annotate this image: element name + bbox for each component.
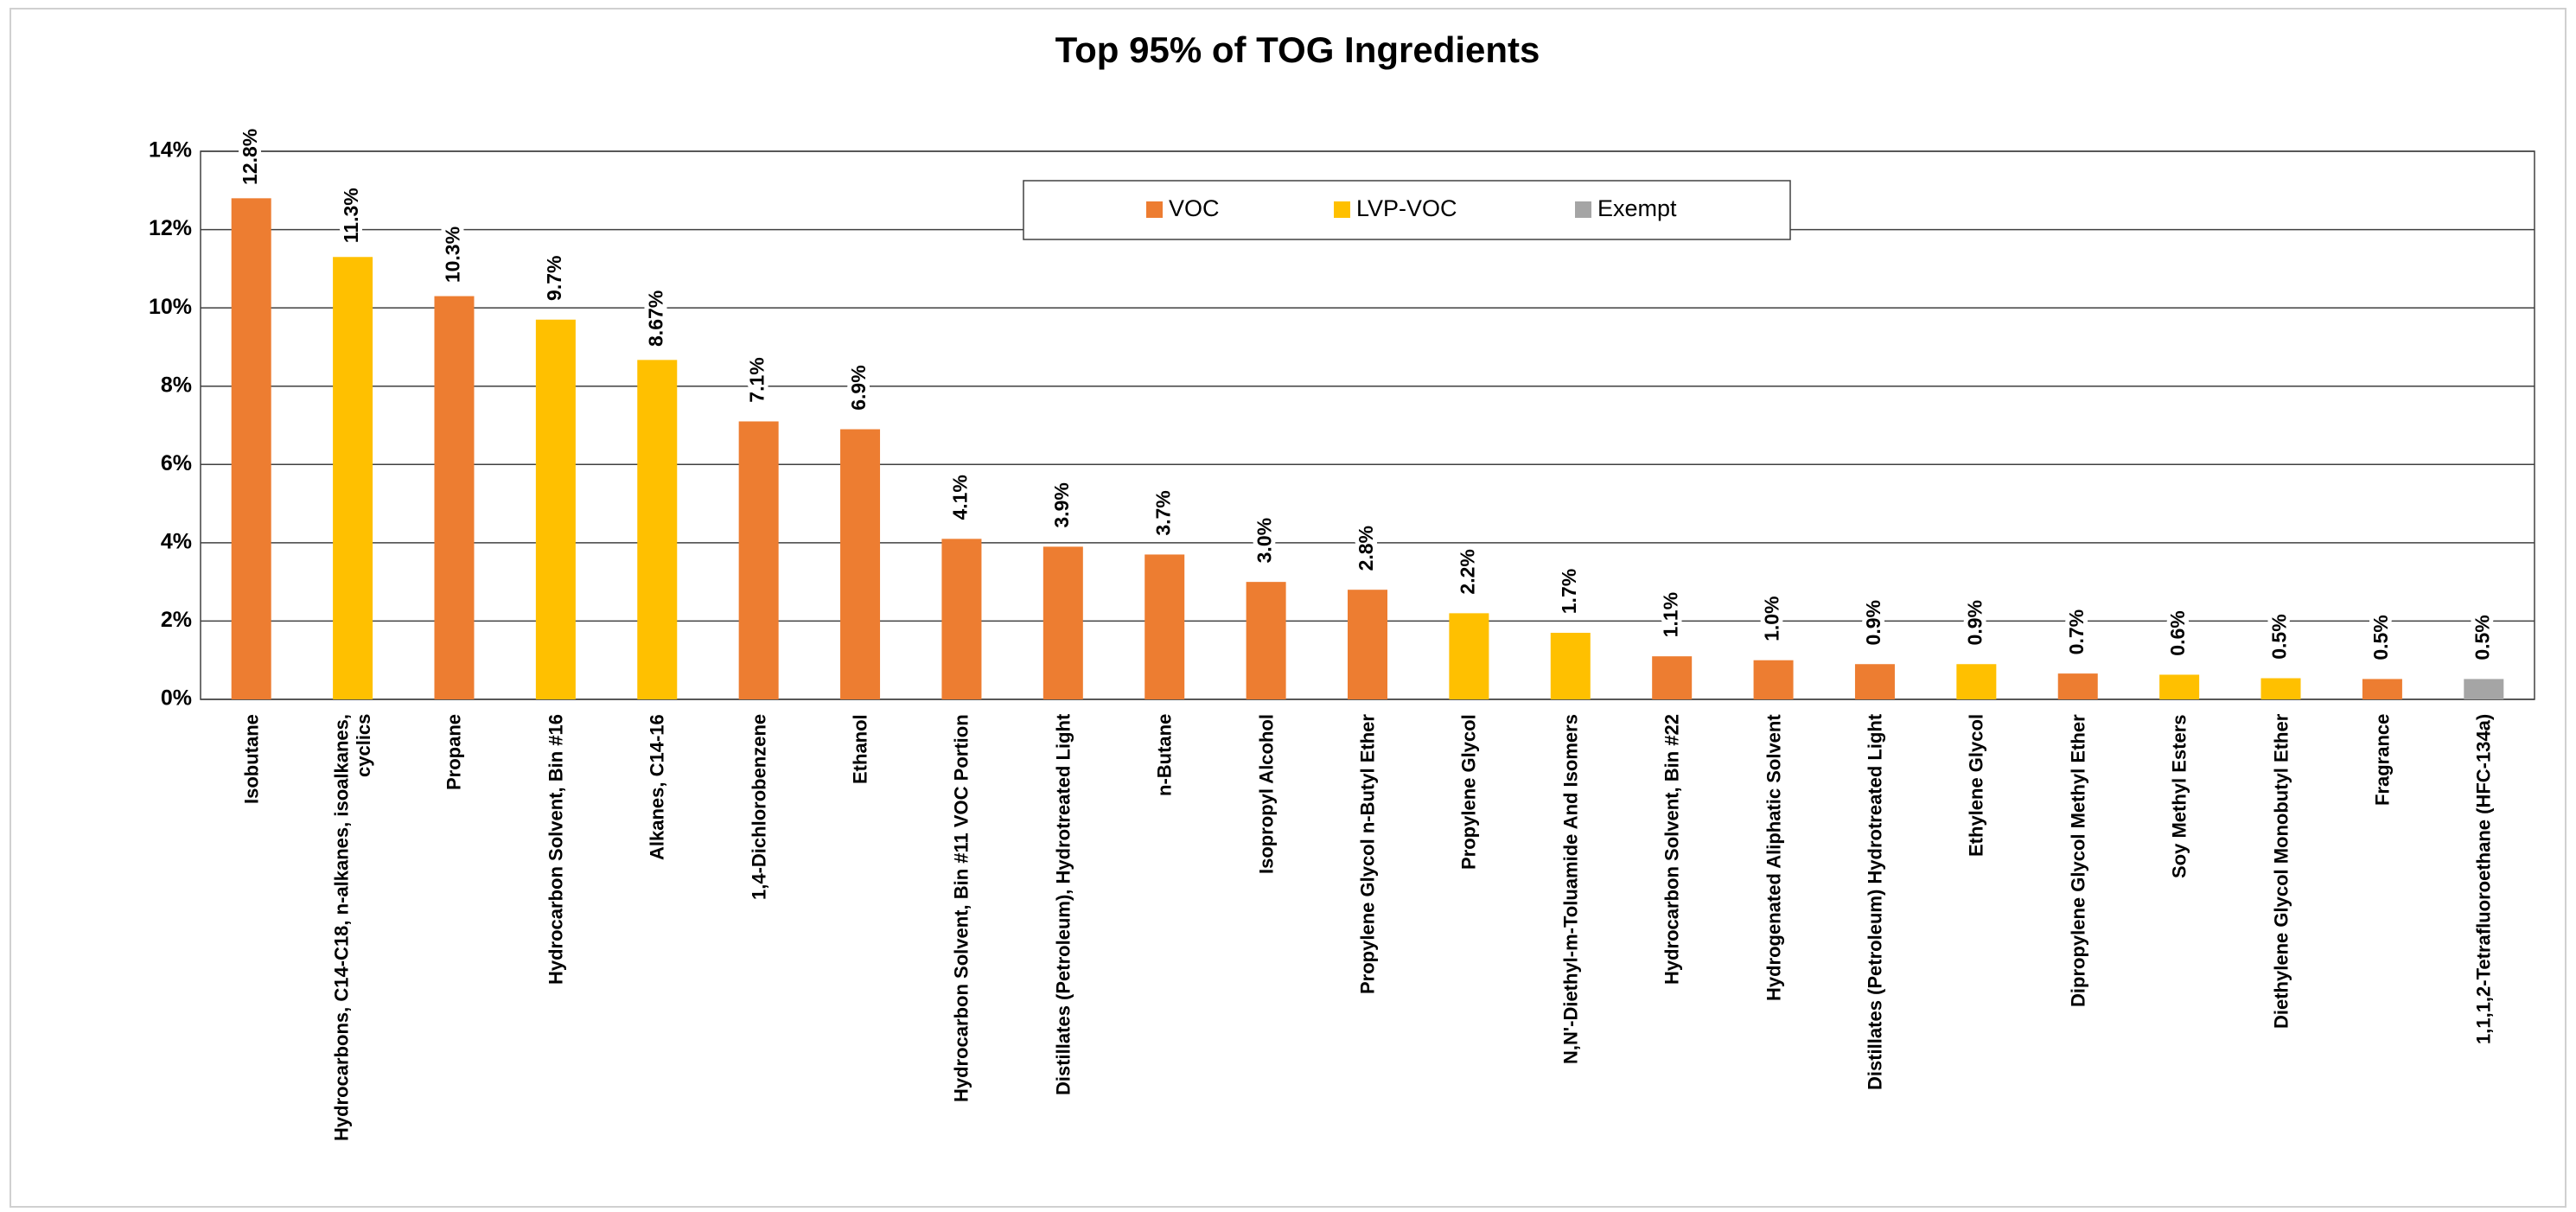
x-tick-label: Hydrocarbon Solvent, Bin #11 VOC Portion: [950, 714, 972, 1102]
data-label: 1.1%: [1659, 592, 1681, 637]
data-label: 0.5%: [2471, 615, 2493, 660]
bar: [1348, 590, 1387, 699]
data-label: 7.1%: [746, 357, 768, 402]
bar: [941, 539, 982, 699]
y-tick-label: 10%: [149, 295, 192, 319]
x-tick-label: Propylene Glycol n-Butyl Ether: [1356, 714, 1379, 994]
data-label: 2.2%: [1456, 549, 1478, 594]
bar: [434, 296, 475, 699]
data-label: 12.8%: [239, 129, 261, 185]
data-label: 0.7%: [2065, 609, 2088, 654]
data-label: 0.9%: [1862, 600, 1884, 645]
data-label: 3.9%: [1050, 482, 1073, 527]
y-tick-label: 8%: [161, 373, 192, 397]
data-label: 0.9%: [1963, 600, 1986, 645]
x-tick-label: Ethanol: [849, 714, 871, 784]
x-tick-label: N,N'-Diethyl-m-Toluamide And Isomers: [1559, 714, 1582, 1064]
data-label: 3.0%: [1253, 518, 1276, 563]
x-tick-label: 1,4-Dichlorobenzene: [747, 714, 769, 901]
x-tick-label: Isobutane: [240, 714, 263, 804]
bar: [1550, 633, 1591, 699]
bar: [535, 319, 576, 699]
y-tick-label: 6%: [161, 451, 192, 475]
data-label: 9.7%: [543, 256, 565, 301]
y-tick-label: 14%: [149, 138, 192, 163]
data-label: 0.5%: [2268, 614, 2291, 659]
data-label: 1.0%: [1761, 596, 1783, 641]
bar: [2159, 674, 2200, 699]
bar: [1043, 546, 1083, 699]
x-tick-label: Diethylene Glycol Monobutyl Ether: [2269, 714, 2292, 1030]
x-tick-label: Alkanes, C14-16: [646, 714, 668, 860]
x-tick-label: Isopropyl Alcohol: [1254, 714, 1277, 874]
x-tick-label: Distillates (Petroleum) Hydrotreated Lig…: [1864, 714, 1886, 1091]
y-tick-label: 0%: [161, 686, 192, 711]
bar: [1449, 613, 1489, 699]
bar: [1753, 660, 1794, 699]
legend-label: VOC: [1169, 195, 1220, 221]
bar: [2260, 678, 2301, 699]
bar: [2362, 679, 2402, 699]
x-tick-label: Hydrogenated Aliphatic Solvent: [1762, 714, 1784, 1001]
chart-border: [10, 8, 2566, 1208]
data-label: 3.7%: [1151, 490, 1174, 535]
bar: [2464, 679, 2504, 699]
data-label: 11.3%: [340, 188, 362, 243]
bar: [231, 198, 271, 700]
data-label: 0.6%: [2166, 610, 2189, 655]
bar: [738, 421, 779, 699]
x-tick-label: Dipropylene Glycol Methyl Ether: [2067, 714, 2089, 1007]
data-label: 1.7%: [1558, 569, 1580, 614]
bar: [1246, 582, 1286, 699]
bar: [840, 429, 881, 699]
x-tick-label: Hydrocarbons, C14-C18, n-alkanes, isoalk…: [330, 714, 375, 1141]
x-tick-label: Hydrocarbon Solvent, Bin #22: [1661, 714, 1683, 985]
bar: [637, 360, 678, 699]
x-tick-label: Ethylene Glycol: [1965, 714, 1987, 858]
data-label: 8.67%: [644, 290, 666, 347]
x-tick-label: Hydrocarbon Solvent, Bin #16: [545, 714, 567, 985]
y-tick-label: 12%: [149, 216, 192, 240]
bar: [1652, 656, 1693, 699]
legend-swatch: [1146, 201, 1163, 218]
x-tick-label: Soy Methyl Esters: [2168, 714, 2190, 878]
data-label: 6.9%: [847, 365, 870, 410]
legend-swatch: [1334, 201, 1350, 218]
bar: [1956, 664, 1997, 699]
chart-title: Top 95% of TOG Ingredients: [1055, 29, 1540, 70]
x-tick-label: Propane: [443, 714, 465, 791]
bar: [1145, 554, 1185, 699]
data-label: 0.5%: [2369, 615, 2392, 660]
bar: [1854, 664, 1895, 699]
legend-swatch: [1575, 201, 1591, 218]
x-tick-label: n-Butane: [1153, 714, 1176, 797]
x-tick-label: Distillates (Petroleum), Hydrotreated Li…: [1052, 714, 1074, 1096]
legend-box: [1023, 180, 1791, 240]
x-tick-label: Propylene Glycol: [1457, 714, 1480, 870]
x-tick-label: 1,1,1,2-Tetrafluoroethane (HFC-134a): [2472, 714, 2495, 1045]
bar: [2057, 673, 2098, 699]
data-label: 4.1%: [949, 475, 972, 520]
x-tick-label: Fragrance: [2371, 714, 2394, 807]
bar: [333, 257, 373, 699]
data-label: 2.8%: [1355, 526, 1377, 571]
legend-label: Exempt: [1597, 195, 1677, 221]
data-label: 10.3%: [442, 226, 464, 283]
legend-label: LVP-VOC: [1356, 195, 1457, 221]
y-tick-label: 4%: [161, 529, 192, 553]
y-tick-label: 2%: [161, 608, 192, 632]
